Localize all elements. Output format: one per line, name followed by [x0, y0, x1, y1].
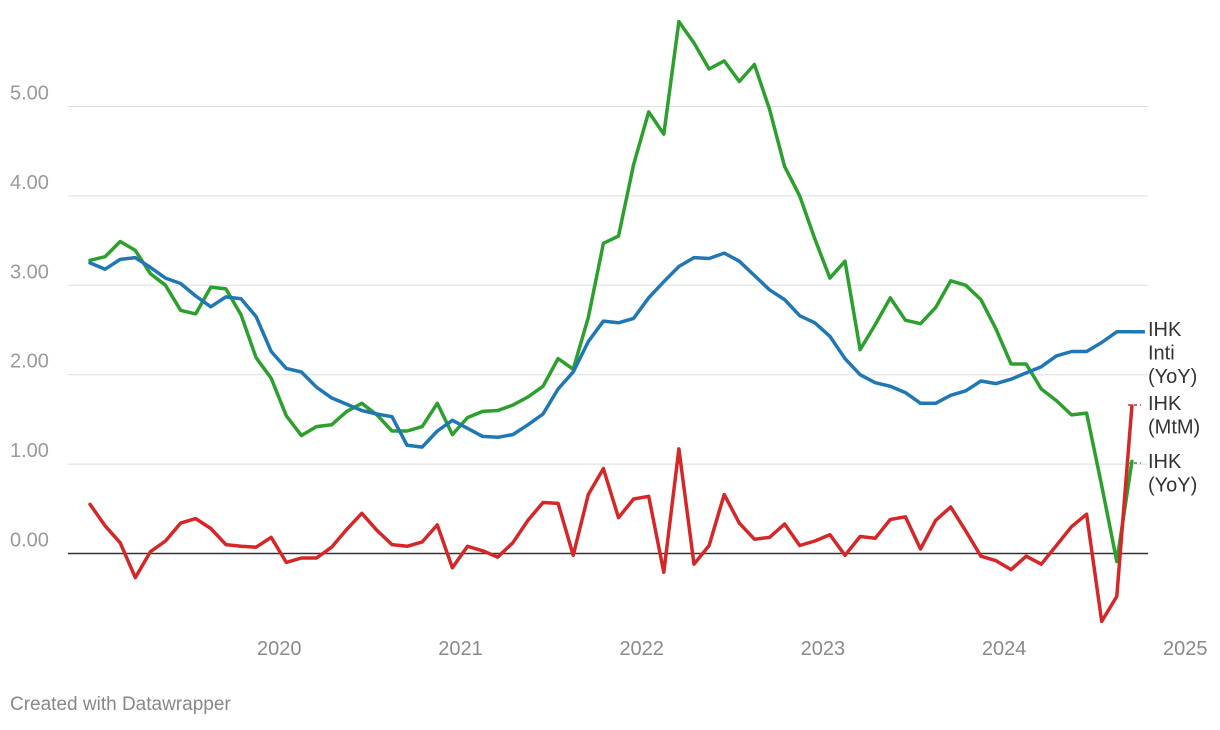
series-label-line: (YoY) [1148, 366, 1197, 388]
series-label-1: IHK(MtM) [1128, 393, 1200, 439]
series-label-line: (YoY) [1148, 475, 1197, 497]
x-axis-tick-labels: 2020 2021 2022 2023 2024 2025 [257, 638, 1208, 660]
series-lines [88, 19, 1145, 624]
y-tick-label: 1.00 [10, 440, 49, 462]
y-tick-label: 0.00 [10, 530, 49, 552]
series-label-line: IHK [1148, 393, 1182, 415]
y-axis-tick-labels: 0.00 1.00 2.00 3.00 4.00 5.00 [10, 83, 49, 552]
series-label-line: (MtM) [1148, 417, 1200, 439]
y-gridlines [68, 106, 1148, 465]
y-tick-label: 2.00 [10, 351, 49, 373]
series-line-1 [88, 404, 1134, 624]
series-label-2: IHK(YoY) [1128, 451, 1197, 497]
x-tick-label: 2023 [801, 638, 846, 660]
y-tick-label: 3.00 [10, 261, 49, 283]
series-line-0 [88, 251, 1134, 449]
x-tick-label: 2020 [257, 638, 302, 660]
y-tick-label: 4.00 [10, 172, 49, 194]
x-tick-label: 2025 [1163, 638, 1208, 660]
series-line-2 [88, 19, 1134, 564]
x-tick-label: 2021 [438, 638, 483, 660]
x-tick-label: 2022 [619, 638, 664, 660]
series-label-line: Inti [1148, 343, 1175, 365]
datawrapper-credit: Created with Datawrapper [10, 694, 231, 715]
x-tick-label: 2024 [982, 638, 1027, 660]
series-label-line: IHK [1148, 319, 1182, 341]
series-label-line: IHK [1148, 451, 1182, 473]
y-tick-label: 5.00 [10, 83, 49, 105]
